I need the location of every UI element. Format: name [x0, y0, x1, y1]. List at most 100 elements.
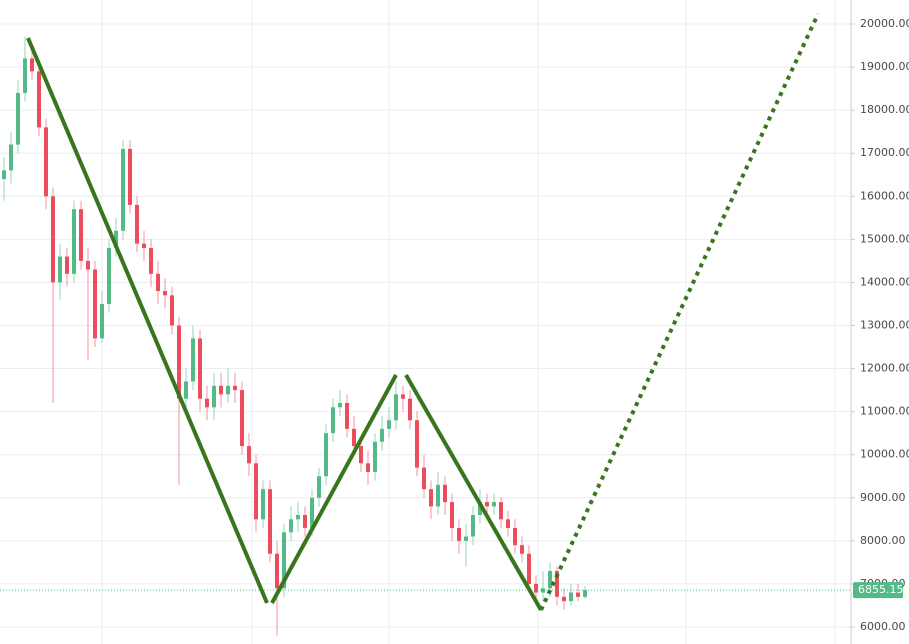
projection-line [539, 13, 820, 611]
candle-body [380, 428, 384, 442]
candle-body [135, 204, 139, 244]
candle-body [478, 502, 482, 516]
y-tick-label: 11000.00 [860, 405, 909, 418]
candle-body [247, 446, 251, 464]
candle-body [93, 269, 97, 339]
candle-body [170, 295, 174, 326]
y-tick-label: 12000.00 [860, 362, 909, 375]
time-grid [101, 0, 836, 644]
candle-body [324, 433, 328, 477]
candle-body [205, 398, 209, 408]
candle-body [275, 553, 279, 589]
trend-line [26, 37, 269, 604]
candle-body [44, 127, 48, 197]
y-tick-label: 13000.00 [860, 318, 909, 331]
y-tick-label: 9000.00 [860, 491, 906, 504]
candle-body [506, 519, 510, 528]
candle-body [261, 489, 265, 520]
price-axis: 6000.007000.008000.009000.0010000.001100… [851, 17, 909, 633]
candle-body [387, 420, 391, 429]
candle-body [310, 497, 314, 528]
candle-body [331, 407, 335, 434]
candle-body [37, 71, 41, 128]
candle-body [373, 441, 377, 472]
last-price-label: 6855.15 [858, 583, 904, 596]
candle-body [149, 247, 153, 274]
plot-area [0, 23, 851, 636]
candle-body [9, 144, 13, 171]
candle-body [58, 256, 62, 283]
candle-body [72, 209, 76, 274]
candle-body [352, 428, 356, 447]
candle-body [191, 338, 195, 382]
candle-body [576, 592, 580, 597]
candle-body [429, 489, 433, 507]
candle-body [142, 243, 146, 248]
candle-body [443, 484, 447, 503]
candle-body [408, 398, 412, 421]
last-price-box [853, 582, 903, 599]
candle-body [240, 390, 244, 447]
candle-body [2, 170, 6, 180]
candle-body [485, 502, 489, 507]
candle-body [219, 385, 223, 395]
candle-body [457, 527, 461, 541]
y-tick-label: 19000.00 [860, 60, 909, 73]
candle-body [513, 527, 517, 546]
candle-body [79, 209, 83, 261]
candle-body [422, 467, 426, 490]
candle-body [471, 515, 475, 537]
candle-body [345, 403, 349, 429]
candle-body [268, 489, 272, 554]
candle-body [492, 502, 496, 507]
candle-body [254, 463, 258, 520]
candle-body [121, 148, 125, 231]
candle-body [198, 338, 202, 399]
candle-body [163, 291, 167, 296]
candle-body [128, 148, 132, 205]
candle-body [100, 303, 104, 339]
y-tick-label: 8000.00 [860, 534, 906, 547]
candle-body [569, 592, 573, 602]
y-tick-label: 10000.00 [860, 448, 909, 461]
candle-body [184, 381, 188, 399]
candle-body [366, 463, 370, 472]
candle-body [86, 260, 90, 270]
trend-line [270, 374, 398, 604]
candle-body [436, 484, 440, 507]
candle-body [338, 403, 342, 408]
candle-body [394, 394, 398, 421]
y-tick-label: 6000.00 [860, 620, 906, 633]
candle-body [233, 385, 237, 391]
candle-body [296, 515, 300, 520]
candle-body [415, 420, 419, 468]
y-tick-label: 16000.00 [860, 189, 909, 202]
candle-body [534, 583, 538, 593]
candle-body [114, 230, 118, 248]
candle-body [30, 58, 34, 72]
candle-body [464, 536, 468, 541]
candle-body [289, 519, 293, 533]
candle-body [107, 247, 111, 304]
y-tick-label: 15000.00 [860, 232, 909, 245]
candle-body [401, 394, 405, 399]
candle-body [562, 596, 566, 602]
y-tick-label: 14000.00 [860, 275, 909, 288]
candle-body [23, 58, 27, 93]
candle-body [359, 446, 363, 464]
candle-body [156, 273, 160, 292]
candle-body [583, 590, 587, 597]
candle-body [555, 570, 559, 597]
candle-body [212, 385, 216, 408]
candle-body [16, 92, 20, 145]
y-tick-label: 20000.00 [860, 17, 909, 30]
y-tick-label: 17000.00 [860, 146, 909, 159]
candle-body [317, 476, 321, 498]
candle-body [499, 502, 503, 520]
trend-line [404, 374, 543, 611]
candle-body [548, 570, 552, 589]
candle-body [51, 196, 55, 283]
y-tick-label: 18000.00 [860, 103, 909, 116]
